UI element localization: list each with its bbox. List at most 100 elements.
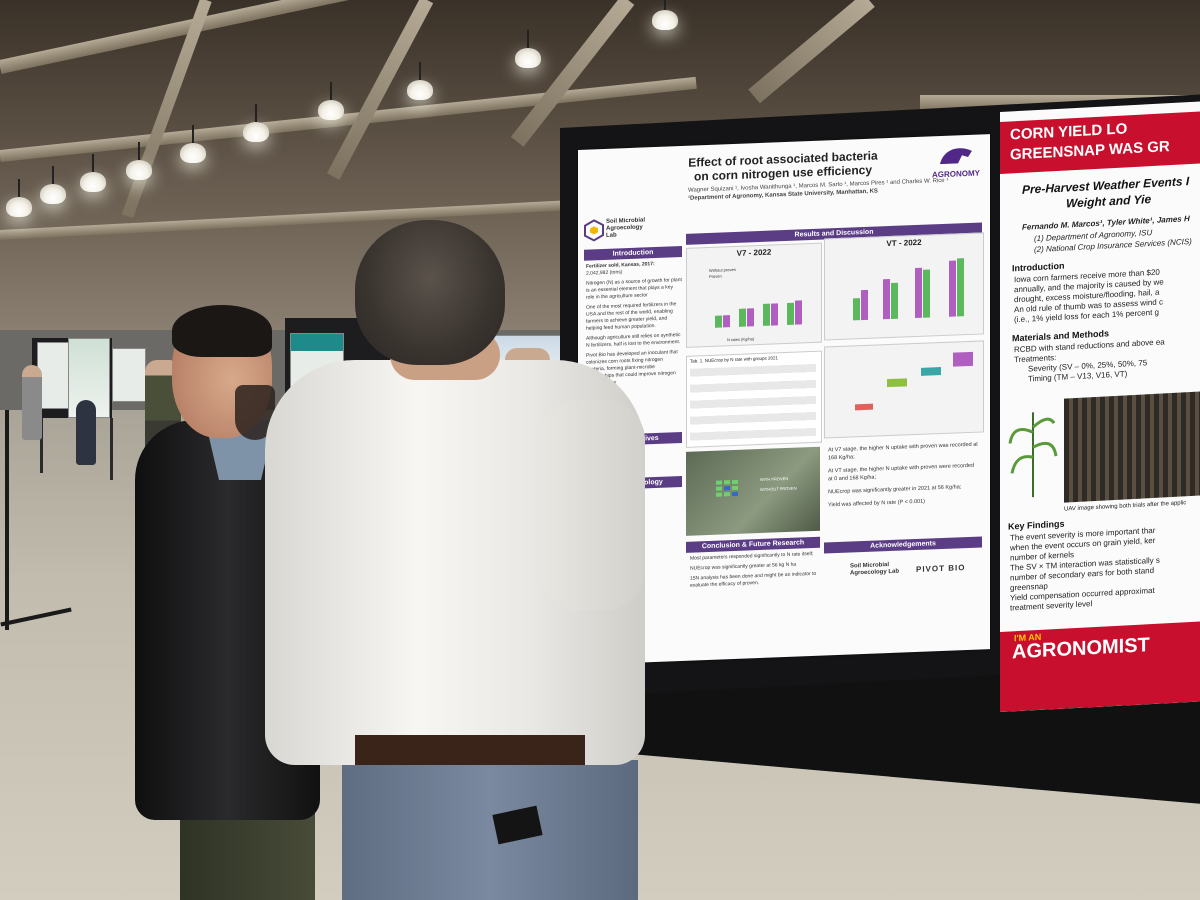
table-title: Tab. 1. NUEcrop by N rate with groups 20… xyxy=(690,355,779,364)
uav-image xyxy=(1064,390,1200,503)
chart-bar xyxy=(747,308,754,327)
box xyxy=(887,378,907,388)
agronomy-logo: AGRONOMY xyxy=(930,140,982,182)
figure-vt: VT - 2022 xyxy=(824,232,984,341)
field-trial-photo: WITH PROVEN WITHOUT PROVEN xyxy=(686,446,820,536)
chart-bar xyxy=(763,303,770,326)
chart-bar xyxy=(795,300,802,325)
box xyxy=(855,403,873,411)
lab-logo: Soil Microbial Agroecology Lab xyxy=(584,217,646,245)
poster-stand xyxy=(5,410,9,630)
section-acknowledgements: Acknowledgements xyxy=(824,536,982,554)
ceiling-light xyxy=(40,166,66,204)
figure-title: V7 - 2022 xyxy=(736,247,772,258)
ceiling-light xyxy=(126,142,152,180)
conclusion-bullets: Most parameters responded significantly … xyxy=(690,551,818,590)
conclusion-bullet: 15N analysis has been done and might be … xyxy=(690,570,817,589)
poster2-methods: RCBD with stand reductions and above ea … xyxy=(1014,335,1200,385)
man-right-arm xyxy=(540,400,645,610)
man-left-hair xyxy=(172,305,272,357)
poster2-findings-head: Key Findings xyxy=(1008,518,1065,532)
poster2-heading: Weight and Yie xyxy=(1066,192,1152,211)
man-right-pants xyxy=(342,760,638,900)
chart-bar xyxy=(923,269,930,318)
section-introduction: Introduction xyxy=(584,246,682,261)
intro-line: Nitrogen (N) as a source of growth for p… xyxy=(586,277,682,301)
ceiling-beam xyxy=(0,0,550,74)
figure-v7: V7 - 2022 Without proven Proven N rates … xyxy=(686,242,822,348)
photo-label: WITH PROVEN xyxy=(760,475,789,483)
ceiling-light xyxy=(6,179,32,217)
wildcat-icon xyxy=(940,148,972,165)
hexagon-logo-icon xyxy=(584,219,604,242)
research-poster-greensnap: CORN YIELD LO GREENSNAP WAS GR Pre-Harve… xyxy=(1000,100,1200,712)
chart-bar xyxy=(739,308,746,327)
man-right-head xyxy=(355,220,505,365)
man-right-belt xyxy=(355,735,585,765)
nue-table: Tab. 1. NUEcrop by N rate with groups 20… xyxy=(686,350,822,448)
figure-title: VT - 2022 xyxy=(886,237,922,249)
sponsor-logo: PIVOT BIO xyxy=(916,563,966,575)
legend-without: Without proven xyxy=(709,266,736,273)
chart-bar xyxy=(891,282,898,319)
ceiling-light xyxy=(652,0,678,30)
chart-bar xyxy=(853,298,860,321)
legend-proven: Proven xyxy=(709,273,722,279)
poster2-findings: The event severity is more important tha… xyxy=(1010,523,1200,613)
background-attendee xyxy=(22,365,42,440)
agronomy-logo-text: AGRONOMY xyxy=(932,168,980,180)
plot-cell xyxy=(724,492,730,497)
lab-logo-text: Soil Microbial Agroecology Lab xyxy=(606,217,646,239)
results-bullet: At V7 stage, the higher N uptake with pr… xyxy=(828,441,978,462)
chart-bar xyxy=(787,302,794,325)
ceiling-beam xyxy=(748,0,875,104)
plot-cell xyxy=(724,486,730,491)
background-attendee xyxy=(76,400,96,465)
box xyxy=(921,367,941,376)
ack-lab-logo: Soil Microbial Agroecology Lab xyxy=(850,562,900,577)
boxplot-figure xyxy=(824,340,984,439)
chart-bar xyxy=(723,315,730,328)
plot-cell xyxy=(716,480,722,485)
chart-bar xyxy=(715,315,722,328)
table-rows xyxy=(690,363,816,441)
chart-bar xyxy=(883,279,890,320)
background-poster xyxy=(112,348,146,402)
chart-bar xyxy=(771,303,778,326)
poster2-intro-head: Introduction xyxy=(1012,260,1065,274)
section-conclusion: Conclusion & Future Research xyxy=(686,536,820,553)
poster-stand xyxy=(40,418,43,473)
results-bullet: At VT stage, the higher N uptake with pr… xyxy=(828,462,975,483)
ceiling-light xyxy=(318,82,344,120)
results-bullet: NUEcrop was significantly greater in 202… xyxy=(828,484,962,496)
ceiling-light xyxy=(180,125,206,163)
plot-cell xyxy=(724,480,730,485)
ceiling-light xyxy=(243,104,269,142)
plot-cell xyxy=(732,491,738,497)
plot-cell xyxy=(732,485,738,491)
intro-text: Fertilizer sold, Kansas, 2017: 2,042,982… xyxy=(586,260,682,388)
chart-bar xyxy=(915,267,922,319)
results-bullet: Yield was affected by N rate (P < 0.001) xyxy=(828,498,925,509)
poster-stand xyxy=(110,418,113,480)
corn-plant-icon xyxy=(1008,412,1058,498)
poster2-intro: Iowa corn farmers receive more than $20 … xyxy=(1014,265,1200,325)
ceiling-light xyxy=(515,30,541,68)
x-axis-label: N rates (Kg/ha) xyxy=(727,336,755,343)
background-poster xyxy=(68,338,110,418)
results-bullets: At V7 stage, the higher N uptake with pr… xyxy=(828,441,978,510)
chart-bar xyxy=(949,260,956,317)
plot-cell xyxy=(716,492,722,497)
background-poster xyxy=(37,342,69,409)
plot-cell xyxy=(732,479,738,485)
plot-cell xyxy=(716,486,722,491)
ceiling-light xyxy=(407,62,433,100)
research-poster-bacteria: Effect of root associated bacteria on co… xyxy=(578,134,990,666)
chart-bar xyxy=(861,289,868,321)
intro-line: Although agriculture still relies on syn… xyxy=(586,332,681,349)
poster2-banner: CORN YIELD LO GREENSNAP WAS GR xyxy=(1000,110,1200,174)
intro-line: One of the most required fertilizers in … xyxy=(586,301,677,332)
photo-label: WITHOUT PROVEN xyxy=(760,485,797,493)
chart-bar xyxy=(957,258,964,317)
